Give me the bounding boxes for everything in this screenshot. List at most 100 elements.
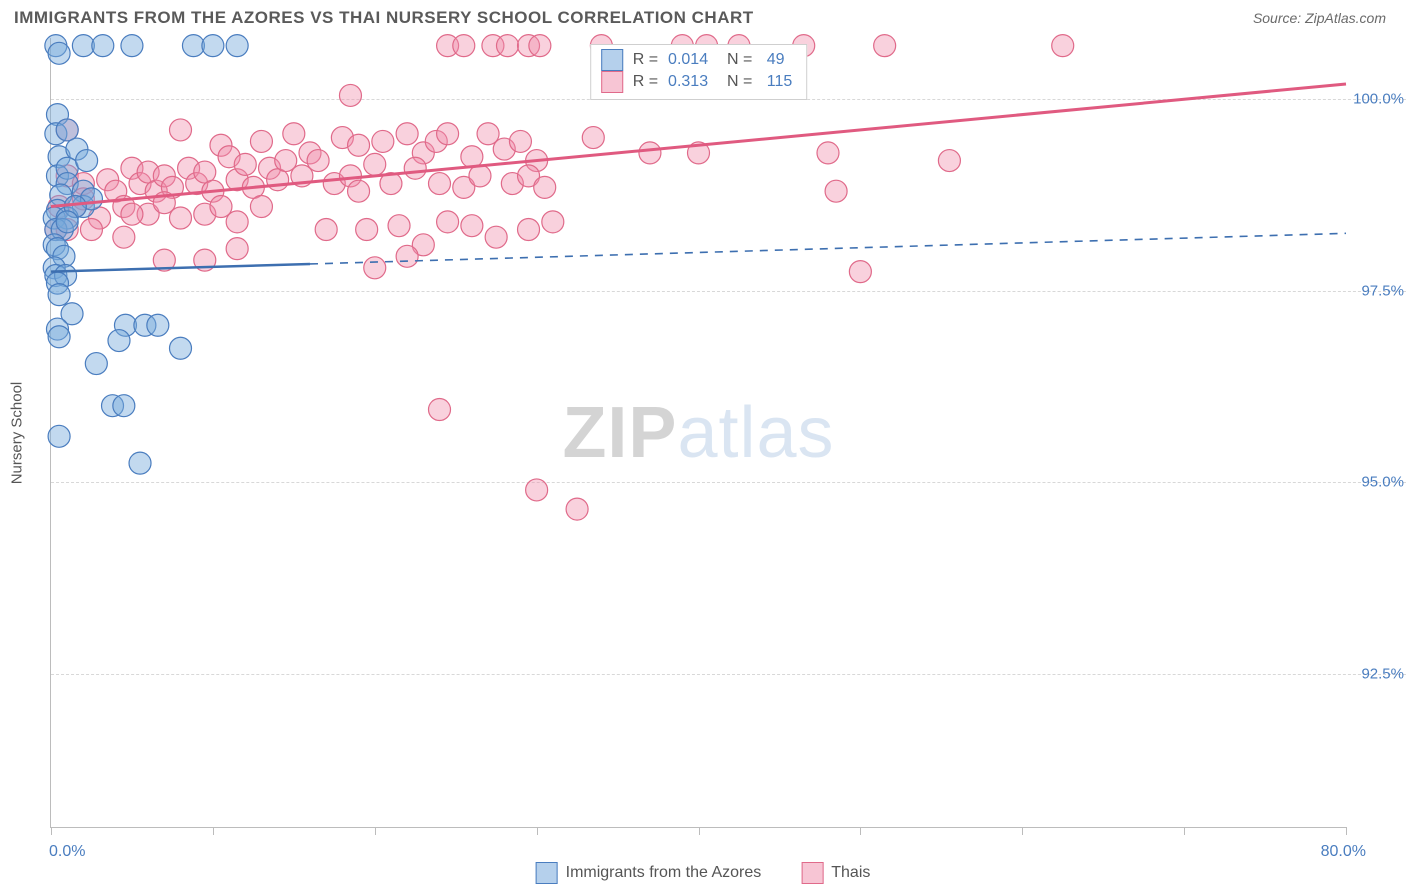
point-thai: [339, 84, 361, 106]
source-label: Source: ZipAtlas.com: [1253, 10, 1386, 26]
point-azores: [202, 35, 224, 57]
legend-r-label: R =: [633, 73, 658, 91]
point-azores: [56, 211, 78, 233]
point-thai: [113, 226, 135, 248]
point-azores: [56, 119, 78, 141]
point-thai: [849, 261, 871, 283]
point-thai: [526, 479, 548, 501]
legend-swatch: [801, 862, 823, 884]
point-thai: [639, 142, 661, 164]
point-thai: [170, 207, 192, 229]
point-azores: [76, 150, 98, 172]
y-tick-label: 100.0%: [1353, 91, 1404, 108]
point-thai: [429, 173, 451, 195]
point-thai: [396, 123, 418, 145]
point-thai: [388, 215, 410, 237]
point-thai: [396, 245, 418, 267]
point-azores: [121, 35, 143, 57]
trend-line-azores-dash: [310, 233, 1346, 264]
point-thai: [234, 153, 256, 175]
point-thai: [509, 130, 531, 152]
x-tick: [1022, 827, 1023, 835]
point-thai: [817, 142, 839, 164]
point-azores: [72, 35, 94, 57]
point-thai: [453, 35, 475, 57]
trend-line-azores: [51, 264, 310, 272]
y-tick-label: 95.0%: [1361, 474, 1404, 491]
point-thai: [496, 35, 518, 57]
point-azores: [48, 42, 70, 64]
point-azores: [129, 452, 151, 474]
legend-r-value: 0.014: [668, 51, 708, 69]
legend-r-label: R =: [633, 51, 658, 69]
point-thai: [825, 180, 847, 202]
point-thai: [437, 123, 459, 145]
bottom-legend: Immigrants from the Azores Thais: [536, 862, 871, 884]
point-azores: [226, 35, 248, 57]
point-thai: [170, 119, 192, 141]
point-thai: [469, 165, 491, 187]
legend-n-value: 49: [762, 51, 784, 69]
chart-title: IMMIGRANTS FROM THE AZORES VS THAI NURSE…: [14, 8, 754, 28]
legend-n-value: 115: [762, 73, 792, 91]
source-prefix: Source:: [1253, 10, 1305, 26]
trend-line-thai: [51, 84, 1346, 207]
point-azores: [48, 425, 70, 447]
point-azores: [48, 326, 70, 348]
legend-r-value: 0.313: [668, 73, 708, 91]
point-thai: [226, 211, 248, 233]
point-thai: [404, 157, 426, 179]
point-thai: [364, 153, 386, 175]
scatter-plot: [51, 38, 1346, 827]
point-thai: [121, 203, 143, 225]
point-azores: [92, 35, 114, 57]
x-tick: [860, 827, 861, 835]
x-min-label: 0.0%: [49, 843, 85, 861]
x-tick: [375, 827, 376, 835]
point-thai: [250, 130, 272, 152]
plot-area: Nursery School 100.0%97.5%95.0%92.5% ZIP…: [50, 38, 1346, 828]
point-thai: [437, 211, 459, 233]
point-thai: [226, 238, 248, 260]
bottom-legend-label: Thais: [831, 864, 870, 882]
point-thai: [250, 196, 272, 218]
point-thai: [429, 399, 451, 421]
point-azores: [147, 314, 169, 336]
x-max-label: 80.0%: [1321, 843, 1366, 861]
y-tick-label: 97.5%: [1361, 282, 1404, 299]
legend-swatch: [601, 71, 623, 93]
y-tick-label: 92.5%: [1361, 665, 1404, 682]
point-thai: [485, 226, 507, 248]
point-thai: [315, 219, 337, 241]
point-azores: [48, 284, 70, 306]
point-thai: [542, 211, 564, 233]
point-thai: [461, 215, 483, 237]
point-thai: [80, 219, 102, 241]
legend-swatch: [536, 862, 558, 884]
bottom-legend-label: Immigrants from the Azores: [566, 864, 762, 882]
x-tick: [1184, 827, 1185, 835]
legend-row: R =0.014 N = 49: [601, 49, 793, 71]
legend-n-label: N =: [718, 73, 752, 91]
point-azores: [113, 395, 135, 417]
source-name: ZipAtlas.com: [1305, 10, 1386, 26]
x-tick: [537, 827, 538, 835]
y-axis-label: Nursery School: [9, 381, 26, 484]
point-thai: [307, 150, 329, 172]
bottom-legend-item: Immigrants from the Azores: [536, 862, 762, 884]
point-azores: [182, 35, 204, 57]
x-tick: [213, 827, 214, 835]
legend-swatch: [601, 49, 623, 71]
point-thai: [348, 180, 370, 202]
point-thai: [529, 35, 551, 57]
bottom-legend-item: Thais: [801, 862, 870, 884]
point-thai: [372, 130, 394, 152]
point-thai: [283, 123, 305, 145]
point-thai: [364, 257, 386, 279]
point-thai: [566, 498, 588, 520]
point-azores: [85, 353, 107, 375]
x-tick: [1346, 827, 1347, 835]
point-thai: [534, 176, 556, 198]
x-tick: [51, 827, 52, 835]
x-tick: [699, 827, 700, 835]
